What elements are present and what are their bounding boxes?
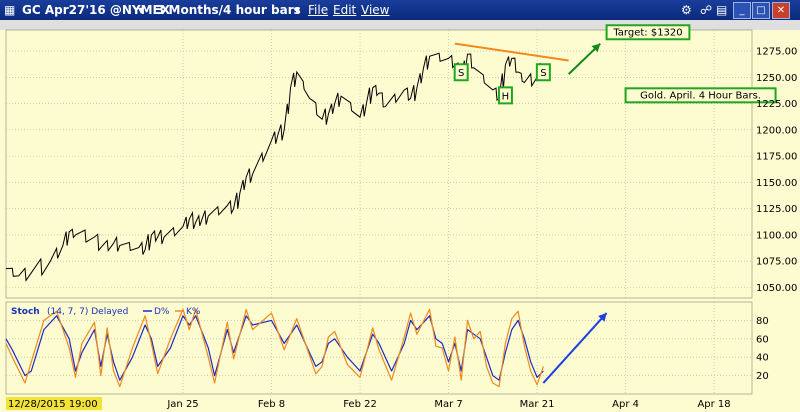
stoch-arrow-shaft xyxy=(542,312,608,384)
cursor-date-box xyxy=(6,397,102,410)
time-tick-label: Apr 4 xyxy=(612,399,639,410)
menu-view[interactable]: View xyxy=(361,3,390,17)
stoch-params: (14, 7, 7) Delayed xyxy=(47,307,128,317)
time-tick-label: Feb 8 xyxy=(258,399,285,410)
app-icon: ▦ xyxy=(4,3,16,17)
price-tick-label: 1225.00 xyxy=(756,99,797,110)
annotation-label: H xyxy=(502,91,510,102)
minimize-button[interactable]: _ xyxy=(733,2,751,19)
stoch-title: Stoch xyxy=(11,307,40,317)
annotation-box xyxy=(453,63,469,82)
annotation-label: Gold. April. 4 Hour Bars. xyxy=(640,90,761,101)
price-tick-label: 1050.00 xyxy=(756,283,797,294)
maximize-button[interactable]: □ xyxy=(752,2,770,19)
price-tick-label: 1275.00 xyxy=(756,47,797,58)
close-button[interactable]: ✕ xyxy=(772,2,790,19)
price-tick-label: 1125.00 xyxy=(756,204,797,215)
annotation-box xyxy=(624,87,777,104)
price-panel xyxy=(5,29,753,299)
link-icon[interactable]: ☍ xyxy=(700,3,713,17)
title-bar[interactable]: ▦ GC Apr27'16 @NYMEX ▾ 3 Months/4 hour b… xyxy=(0,0,800,20)
neckline-trendline xyxy=(454,42,569,62)
target-arrow-head xyxy=(591,43,601,53)
interval-title: 3 Months/4 hour bars xyxy=(156,3,301,17)
stoch-series-k xyxy=(5,308,544,388)
price-tick-label: 1075.00 xyxy=(756,257,797,268)
time-tick-label: Mar 21 xyxy=(520,399,555,410)
price-tick-label: 1175.00 xyxy=(756,152,797,163)
symbol-title: GC Apr27'16 @NYMEX xyxy=(22,3,171,17)
page-icon[interactable]: ▤ xyxy=(716,3,728,17)
annotation-box xyxy=(605,24,691,41)
price-tick-label: 1250.00 xyxy=(756,73,797,84)
price-tick-label: 1150.00 xyxy=(756,178,797,189)
stoch-tick-label: 80 xyxy=(756,316,769,327)
d-legend-label: D% xyxy=(154,307,170,317)
stoch-tick-label: 20 xyxy=(756,371,769,382)
price-series-line xyxy=(5,52,544,282)
settings-icon[interactable]: ⚙ xyxy=(681,3,692,17)
stoch-tick-label: 40 xyxy=(756,353,769,364)
stoch-arrow-head xyxy=(598,313,607,322)
price-tick-label: 1200.00 xyxy=(756,125,797,136)
annotation-box xyxy=(535,63,551,82)
menu-edit[interactable]: Edit xyxy=(333,3,357,17)
annotation-label: S xyxy=(458,68,464,79)
drawing-toolbar[interactable] xyxy=(0,20,800,30)
annotation-label: S xyxy=(540,68,546,79)
price-tick-label: 1100.00 xyxy=(756,230,797,241)
time-tick-label: Mar 7 xyxy=(434,399,462,410)
time-tick-label: 12/28/2015 19:00 xyxy=(8,399,98,410)
stoch-legend: Stoch (14, 7, 7) Delayed D% K% xyxy=(11,307,201,317)
symbol-dropdown-icon[interactable]: ▾ xyxy=(138,3,145,17)
interval-dropdown-icon[interactable]: ▾ xyxy=(294,3,301,17)
time-tick-label: Feb 22 xyxy=(343,399,377,410)
annotation-box xyxy=(497,86,513,105)
annotation-label: Target: $1320 xyxy=(612,27,682,38)
k-legend-label: K% xyxy=(186,307,201,317)
time-tick-label: Apr 18 xyxy=(697,399,730,410)
time-tick-label: Jan 25 xyxy=(166,399,198,410)
menu-file[interactable]: File xyxy=(308,3,329,17)
stoch-tick-label: 60 xyxy=(756,334,769,345)
